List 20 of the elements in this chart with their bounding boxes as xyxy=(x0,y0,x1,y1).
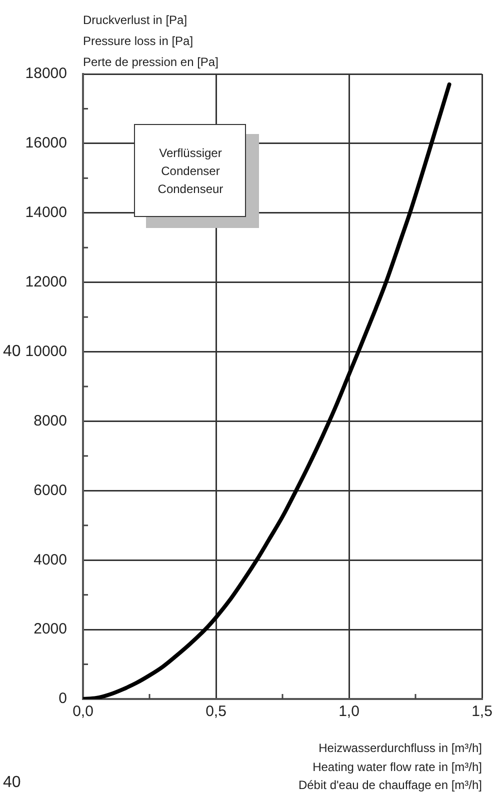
text: 40 xyxy=(3,774,21,792)
y-axis-title: Druckverlust in [Pa] Pressure loss in [Pa] Perte de pression en [Pa] xyxy=(83,12,218,71)
x-tick-label: 1,0 xyxy=(338,703,360,720)
line-series xyxy=(83,82,452,699)
x-tick-label: 0,0 xyxy=(72,703,94,720)
y-tick-label: 6000 xyxy=(34,482,67,499)
y-tick-label: 2000 xyxy=(34,620,67,638)
y-tick-label: 12000 xyxy=(25,273,67,290)
x-tick-label: 1,5 xyxy=(472,703,492,720)
annotation: Verflüssiger Condenser Condenseur xyxy=(134,124,247,218)
text: 40 xyxy=(3,343,21,361)
y-tick-label: 14000 xyxy=(25,204,67,222)
x-axis-title: Heizwasserdurchfluss in [m³/h] Heating water flow rate in [m³/h] Débit d'eau de chauffage en [m³/h] xyxy=(298,740,482,794)
y-tick-label: 10000 xyxy=(25,342,67,360)
x-tick-label: 0,5 xyxy=(206,703,226,720)
y-tick-label: 4000 xyxy=(34,551,67,568)
y-tick-label: 8000 xyxy=(34,412,67,430)
y-tick-label: 18000 xyxy=(25,65,67,82)
y-tick-label: 16000 xyxy=(25,134,67,152)
y-tick-label: 0 xyxy=(58,690,67,708)
